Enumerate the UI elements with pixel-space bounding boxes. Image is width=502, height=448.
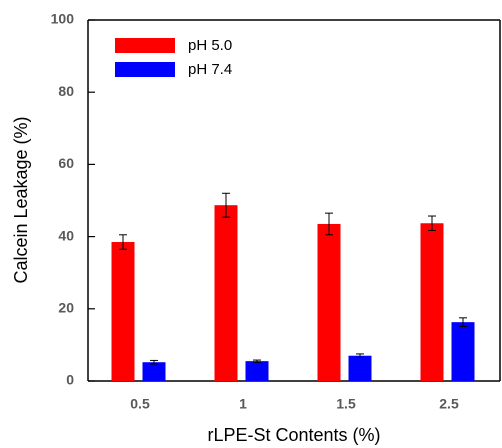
y-tick-label: 100 (51, 11, 75, 27)
x-axis-label: rLPE-St Contents (%) (207, 425, 380, 445)
x-tick-label: 1 (239, 396, 247, 412)
legend-label: pH 7.4 (188, 61, 232, 78)
bar (317, 223, 341, 381)
bar (451, 322, 475, 381)
error-bar (428, 215, 436, 231)
legend-swatch (115, 38, 175, 53)
error-bar (150, 359, 158, 365)
error-bar (459, 317, 467, 327)
bar (420, 223, 444, 381)
bar (214, 205, 238, 381)
y-tick-label: 80 (58, 83, 74, 99)
x-tick-label: 2.5 (439, 396, 459, 412)
error-bar (325, 212, 333, 236)
bar (245, 361, 269, 381)
error-bar (356, 353, 364, 359)
error-bar (222, 192, 230, 218)
bar (142, 362, 166, 381)
x-tick-label: 1.5 (336, 396, 356, 412)
y-tick-label: 20 (58, 300, 74, 316)
x-tick-label: 0.5 (130, 396, 150, 412)
y-tick-label: 60 (58, 155, 74, 171)
error-bar (253, 359, 261, 363)
bar (348, 355, 372, 381)
y-axis-label: Calcein Leakage (%) (11, 116, 31, 283)
bar (111, 242, 135, 381)
y-tick-label: 40 (58, 227, 74, 243)
error-bar (119, 234, 127, 250)
y-tick-label: 0 (66, 372, 74, 388)
legend-swatch (115, 62, 175, 77)
legend-label: pH 5.0 (188, 37, 232, 54)
